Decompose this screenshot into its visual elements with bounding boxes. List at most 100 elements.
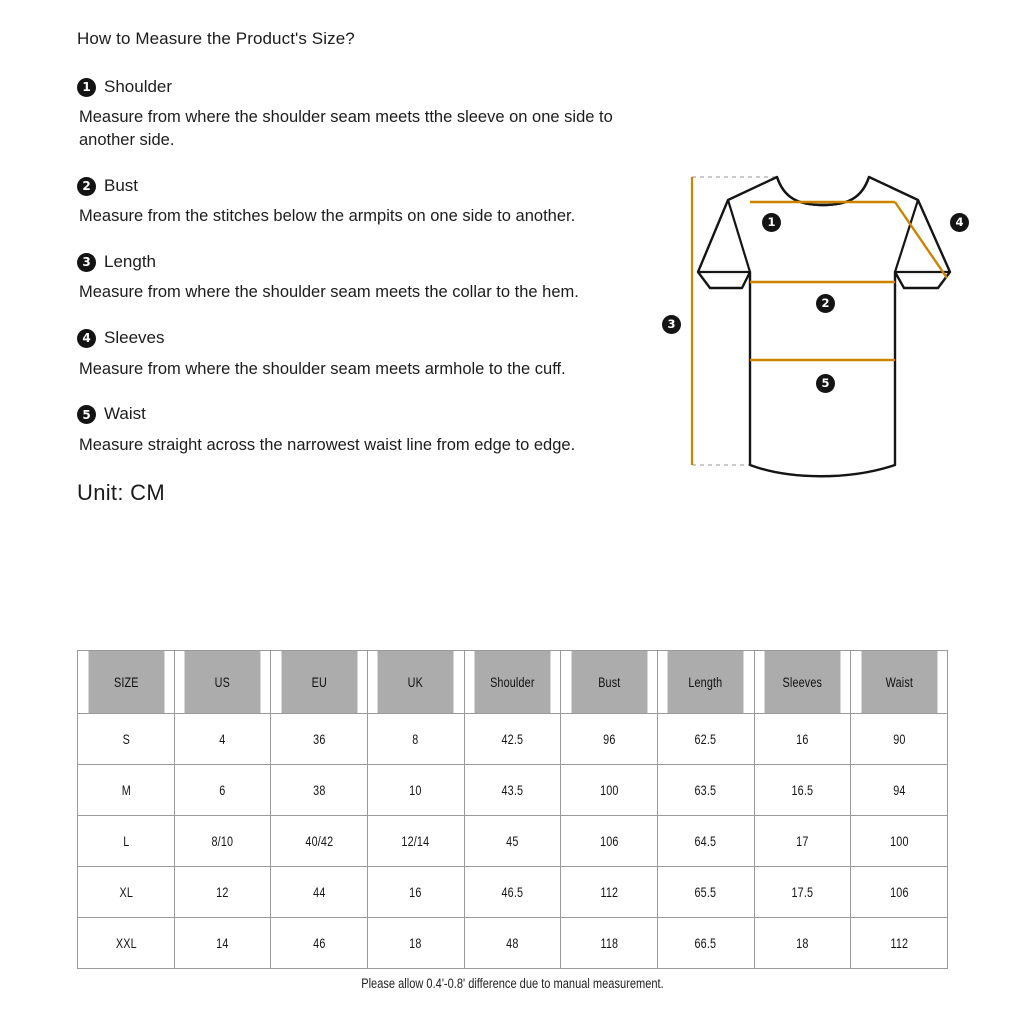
instruction-step-shoulder: 1 Shoulder Measure from where the should… xyxy=(77,77,622,152)
table-cell: 18 xyxy=(763,917,842,969)
table-cell: 12/14 xyxy=(376,815,455,867)
step-description-shoulder: Measure from where the shoulder seam mee… xyxy=(79,108,613,150)
table-row: M 6 38 10 43.5 100 63.5 16.5 94 xyxy=(78,764,948,816)
step-description-sleeves: Measure from where the shoulder seam mee… xyxy=(79,359,566,378)
step-header: 3 Length xyxy=(77,252,622,272)
table-cell: 94 xyxy=(860,764,939,816)
table-cell: 40/42 xyxy=(280,815,359,867)
step-description-bust: Measure from the stitches below the armp… xyxy=(79,207,576,226)
table-cell: 65.5 xyxy=(666,866,745,918)
table-col-header-bust: Bust xyxy=(570,650,649,714)
table-row: XL 12 44 16 46.5 112 65.5 17.5 106 xyxy=(78,866,948,918)
table-cell: 46 xyxy=(280,917,359,969)
table-cell: 112 xyxy=(860,917,939,969)
table-header-row: SIZE US EU UK Shoulder Bust Length Sleeves Waist xyxy=(78,650,948,714)
collar-line xyxy=(775,176,871,207)
step-title-length: Length xyxy=(104,252,156,272)
step-title-sleeves: Sleeves xyxy=(104,328,165,348)
table-cell: 16 xyxy=(763,713,842,765)
table-col-header-eu: EU xyxy=(280,650,359,714)
table-cell: 43.5 xyxy=(473,764,552,816)
instruction-step-bust: 2 Bust Measure from the stitches below t… xyxy=(77,176,622,228)
table-header: SIZE US EU UK Shoulder Bust Length Sleeves Waist xyxy=(78,650,948,714)
table-cell: 14 xyxy=(183,917,262,969)
table-cell: 17 xyxy=(763,815,842,867)
measurement-disclaimer: Please allow 0.4'-0.8' difference due to… xyxy=(77,976,948,991)
step-description-waist: Measure straight across the narrowest wa… xyxy=(79,435,576,454)
table-cell: 100 xyxy=(860,815,939,867)
table-cell: 38 xyxy=(280,764,359,816)
table-cell: 100 xyxy=(570,764,649,816)
diagram-marker-2-bust: 2 xyxy=(816,294,835,313)
step-number-badge-3: 3 xyxy=(77,252,96,272)
table-cell: 16 xyxy=(376,866,455,918)
step-title-waist: Waist xyxy=(104,404,146,424)
table-col-header-waist: Waist xyxy=(860,650,939,714)
instruction-step-waist: 5 Waist Measure straight across the narr… xyxy=(77,404,622,456)
table-cell: 18 xyxy=(376,917,455,969)
table-cell: 64.5 xyxy=(666,815,745,867)
right-armhole-line xyxy=(893,199,920,273)
instruction-step-sleeves: 4 Sleeves Measure from where the shoulde… xyxy=(77,328,622,380)
table-col-header-uk: UK xyxy=(376,650,455,714)
table-cell: 42.5 xyxy=(473,713,552,765)
unit-label: Unit: CM xyxy=(77,480,165,506)
table-col-header-length: Length xyxy=(666,650,745,714)
table-cell: 4 xyxy=(183,713,262,765)
table-row: S 4 36 8 42.5 96 62.5 16 90 xyxy=(78,713,948,765)
diagram-marker-4-sleeves: 4 xyxy=(950,213,969,232)
table-cell: 6 xyxy=(183,764,262,816)
table-cell: 44 xyxy=(280,866,359,918)
table-cell: 16.5 xyxy=(763,764,842,816)
table-cell: 63.5 xyxy=(666,764,745,816)
table-row: L 8/10 40/42 12/14 45 106 64.5 17 100 xyxy=(78,815,948,867)
tshirt-illustration-svg xyxy=(690,175,952,478)
table-cell: 96 xyxy=(570,713,649,765)
footnote-wrap: Please allow 0.4'-0.8' difference due to… xyxy=(77,975,948,995)
step-header: 5 Waist xyxy=(77,404,622,425)
table-cell: 36 xyxy=(280,713,359,765)
diagram-marker-5-waist: 5 xyxy=(816,374,835,393)
table-cell: 118 xyxy=(570,917,649,969)
table-col-header-shoulder: Shoulder xyxy=(473,650,552,714)
step-title-shoulder: Shoulder xyxy=(104,76,173,96)
step-number-badge-4: 4 xyxy=(77,328,96,348)
table-cell: 45 xyxy=(473,815,552,867)
table-cell: 46.5 xyxy=(473,866,552,918)
table-cell: 12 xyxy=(183,866,262,918)
step-header: 1 Shoulder xyxy=(77,77,622,97)
table-col-header-size: SIZE xyxy=(86,650,165,714)
table-cell: 112 xyxy=(570,866,649,918)
table-cell: 48 xyxy=(473,917,552,969)
table-cell: 17.5 xyxy=(763,866,842,918)
table-cell-size: XL xyxy=(86,866,165,918)
step-title-bust: Bust xyxy=(104,175,139,195)
step-number-badge-2: 2 xyxy=(77,176,96,196)
diagram-marker-3-length: 3 xyxy=(662,315,681,334)
tshirt-measurement-diagram: 1 2 3 4 5 xyxy=(650,160,995,495)
diagram-marker-1-shoulder: 1 xyxy=(762,213,781,232)
table-row: XXL 14 46 18 48 118 66.5 18 112 xyxy=(78,917,948,969)
table-cell: 10 xyxy=(376,764,455,816)
table-cell: 90 xyxy=(860,713,939,765)
table-body: S 4 36 8 42.5 96 62.5 16 90 M 6 38 10 43.5 100 63.5 16.5… xyxy=(78,713,948,969)
table-cell-size: M xyxy=(86,764,165,816)
sleeve-measure-line xyxy=(894,201,948,279)
table-cell-size: L xyxy=(86,815,165,867)
step-number-badge-5: 5 xyxy=(77,405,96,425)
measure-instructions: How to Measure the Product's Size? 1 Sho… xyxy=(77,28,622,506)
table-cell: 106 xyxy=(570,815,649,867)
table-cell: 8/10 xyxy=(183,815,262,867)
table-cell-size: S xyxy=(86,713,165,765)
measurement-disclaimer-text: Please allow 0.4'-0.8' difference due to… xyxy=(361,976,664,991)
step-header: 2 Bust xyxy=(77,176,622,196)
step-header: 4 Sleeves xyxy=(77,328,622,348)
step-description-length: Measure from where the shoulder seam mee… xyxy=(79,283,579,302)
instruction-step-length: 3 Length Measure from where the shoulder… xyxy=(77,252,622,304)
size-chart-table-wrap: SIZE US EU UK Shoulder Bust Length Sleeves Waist… xyxy=(77,650,948,969)
left-armhole-line xyxy=(726,199,752,273)
table-col-header-us: US xyxy=(183,650,262,714)
table-cell: 106 xyxy=(860,866,939,918)
table-cell: 66.5 xyxy=(666,917,745,969)
